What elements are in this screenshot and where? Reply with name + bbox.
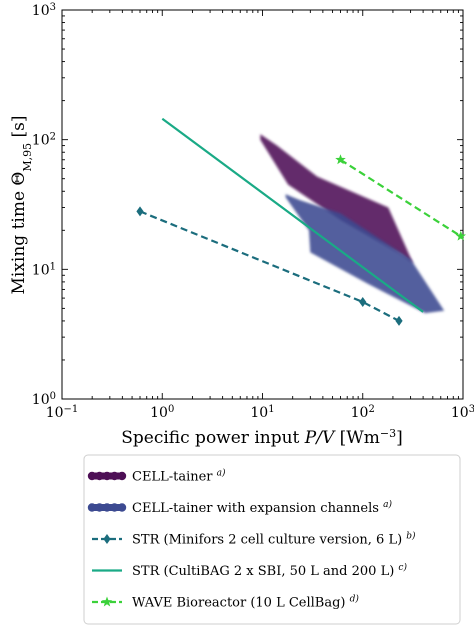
- x-tick-label: 100: [150, 404, 174, 422]
- legend-label-2: STR (Minifors 2 cell culture version, 6 …: [132, 531, 416, 548]
- axis-ticks: [61, 9, 464, 400]
- x-tick-label: 102: [351, 404, 375, 422]
- y-tick-label: 101: [32, 261, 56, 279]
- x-tick-label: 103: [451, 404, 474, 422]
- legend-marker-2: [103, 534, 111, 544]
- line-layer: [139, 117, 462, 322]
- marker-series-2-point-0: [136, 206, 144, 217]
- legend-box: [83, 454, 461, 625]
- legend-swatch-dot-1-0: [87, 503, 97, 512]
- legend-swatch-dot-0-3: [110, 471, 119, 481]
- y-tick-label: 100: [32, 391, 56, 409]
- marker-series-2-point-1: [359, 296, 367, 307]
- legend-swatch-dot-1-3: [110, 503, 119, 512]
- legend-marker-4: [101, 596, 113, 607]
- y-axis-label: Mixing time ΘM,95 [s]: [9, 115, 34, 294]
- band-layer: [260, 134, 445, 314]
- band-series-1: [285, 194, 445, 314]
- legend-label-3: STR (CultiBAG 2 x SBI, 50 L and 200 L) c…: [132, 562, 407, 579]
- legend-label-0: CELL-tainer a): [132, 468, 226, 485]
- legend-label-1: CELL-tainer with expansion channels a): [132, 499, 392, 516]
- marker-series-4-point-1: [455, 230, 466, 241]
- plot-area: [61, 9, 464, 400]
- legend-swatch-dot-1-2: [102, 503, 112, 512]
- y-tick-label: 102: [32, 131, 56, 149]
- legend-swatch-dot-0-1: [95, 471, 104, 481]
- legend-swatch-dot-0-0: [87, 471, 97, 481]
- y-tick-label: 103: [32, 2, 56, 20]
- x-axis-label: Specific power input P/V [Wm−3]: [121, 427, 402, 449]
- marker-series-2-point-2: [395, 315, 403, 326]
- legend: CELL-tainer a) CELL-tainer with expansion…: [87, 468, 416, 611]
- marker-layer: [136, 154, 466, 326]
- marker-series-4-point-0: [335, 154, 346, 165]
- legend-swatch-dot-0-2: [102, 471, 112, 481]
- legend-swatch-dot-1-4: [117, 503, 127, 512]
- line-series-2: [139, 210, 400, 322]
- x-tick-label: 10−1: [46, 404, 79, 422]
- line-series-4: [339, 158, 462, 238]
- x-tick-label: 101: [250, 404, 274, 422]
- legend-swatch-dot-0-4: [117, 471, 127, 481]
- line-series-3: [161, 117, 424, 313]
- legend-label-4: WAVE Bioreactor (10 L CellBag) d): [132, 594, 359, 611]
- band-series-0: [260, 134, 414, 264]
- legend-swatch-dot-1-1: [95, 503, 104, 512]
